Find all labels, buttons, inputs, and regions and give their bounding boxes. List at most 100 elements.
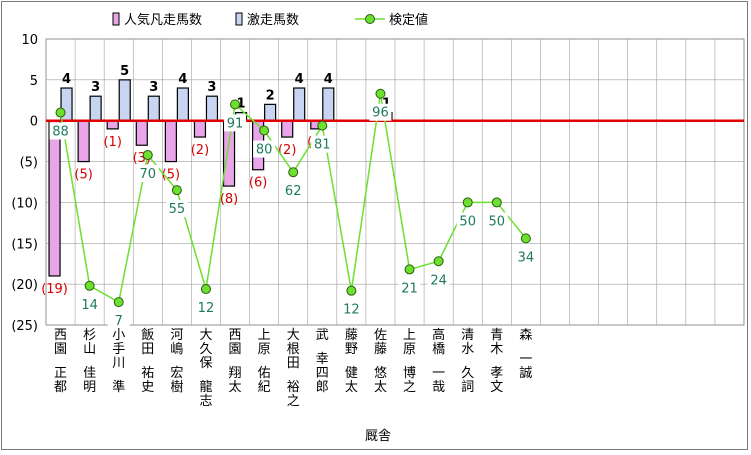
score-point (520, 233, 531, 244)
y-tick-label: (5) (20, 156, 38, 171)
score-label: 62 (285, 184, 302, 199)
score-point (142, 150, 153, 161)
x-category-label: 上原 博之 (403, 328, 416, 395)
blue-bar (264, 103, 277, 122)
x-category-label: 武 幸四郎 (316, 328, 329, 395)
pink-bar (281, 120, 294, 138)
score-label: 55 (169, 202, 186, 217)
score-label: 88 (52, 125, 69, 140)
pink-bar-label: (2) (278, 143, 296, 158)
pink-bar-label: (5) (74, 168, 92, 183)
blue-bar-label: 4 (178, 72, 187, 87)
score-point (84, 280, 95, 291)
x-category-label: 西園 正都 (54, 328, 67, 395)
x-category-label: 杉山 佳明 (83, 328, 96, 395)
score-point (404, 264, 415, 275)
pink-bar-label: (2) (191, 143, 209, 158)
score-label: 12 (343, 303, 360, 318)
x-category-label: 河嶋 宏樹 (170, 328, 183, 395)
pink-bar (48, 120, 61, 277)
score-point (375, 88, 386, 99)
score-label-bg (456, 212, 479, 230)
blue-bar (205, 95, 219, 122)
score-point (113, 297, 124, 308)
y-tick-label: (25) (11, 319, 38, 334)
score-point (171, 185, 182, 196)
score-point (288, 167, 299, 178)
x-category-label: 大久保 龍志 (199, 328, 212, 409)
pink-bar (193, 120, 207, 138)
score-point (433, 256, 444, 267)
legend-marker-swatch (365, 14, 375, 24)
x-category-label: 小手川 準 (112, 328, 125, 395)
x-category-label: 森 一誠 (519, 328, 532, 381)
blue-bar-label: 4 (295, 72, 304, 87)
score-label-bg (514, 248, 537, 266)
score-label-bg (311, 135, 334, 153)
blue-bar (293, 87, 306, 122)
score-label: 91 (227, 116, 244, 131)
x-category-label: 青木 孝文 (490, 328, 503, 395)
score-label: 14 (81, 298, 98, 313)
pink-bar (135, 120, 148, 146)
score-label-bg (427, 271, 450, 289)
legend-pink-swatch (112, 12, 120, 26)
y-tick-label: (15) (11, 237, 38, 252)
score-label: 7 (115, 314, 123, 329)
x-category-label: 西園 翔太 (229, 328, 242, 395)
blue-bar-label: 4 (62, 72, 71, 87)
legend-label: 検定値 (389, 12, 428, 28)
legend-blue-swatch (235, 12, 243, 26)
score-point (230, 99, 241, 110)
blue-bar-label: 5 (120, 64, 129, 79)
y-tick-label: 0 (30, 115, 38, 130)
score-label-bg (49, 122, 72, 140)
blue-bar-label: 4 (324, 72, 333, 87)
x-category-label: 清水 久詞 (461, 328, 474, 395)
x-category-label: 高橋 一哉 (432, 327, 445, 395)
pink-bar-label: (19) (41, 282, 68, 297)
score-point (200, 284, 211, 295)
score-label: 81 (314, 138, 331, 153)
score-label: 21 (401, 281, 418, 296)
legend-label: 激走馬数 (247, 13, 299, 28)
score-label-bg (253, 140, 276, 158)
score-label-bg (282, 182, 305, 200)
score-label: 50 (459, 214, 476, 229)
score-label: 70 (140, 167, 157, 182)
score-label-bg (485, 212, 508, 230)
score-label: 96 (372, 106, 389, 121)
x-category-label: 藤野 健太 (345, 328, 358, 395)
score-label-bg (340, 300, 363, 318)
score-point (462, 197, 473, 208)
score-point (346, 285, 357, 296)
score-label-bg (107, 312, 130, 330)
score-label: 50 (489, 214, 506, 229)
score-label-bg (136, 165, 159, 183)
blue-bar-label: 3 (207, 80, 216, 95)
blue-bar-label: 3 (149, 80, 158, 95)
blue-bar (89, 95, 102, 122)
score-label-bg (369, 103, 392, 121)
blue-bar (322, 87, 335, 122)
score-label-bg (78, 295, 101, 313)
score-point (55, 107, 66, 118)
pink-bar-label: (5) (162, 168, 180, 183)
y-tick-label: (20) (11, 278, 38, 293)
y-tick-label: (10) (11, 196, 38, 211)
score-label-bg (194, 299, 217, 317)
y-tick-label: 5 (30, 74, 38, 89)
pink-bar-label: (6) (249, 176, 267, 191)
score-point (259, 125, 270, 136)
x-category-label: 飯田 祐史 (141, 328, 154, 395)
x-category-label: 大根田 裕之 (287, 328, 300, 409)
x-category-label: 上原 佑紀 (258, 328, 271, 395)
blue-bar (147, 95, 160, 122)
score-point (317, 120, 328, 131)
legend-label: 人気凡走馬数 (124, 12, 202, 28)
blue-bar-label: 1 (237, 97, 246, 112)
score-label: 34 (518, 250, 535, 265)
score-label-bg (165, 200, 188, 218)
score-point (491, 197, 502, 208)
